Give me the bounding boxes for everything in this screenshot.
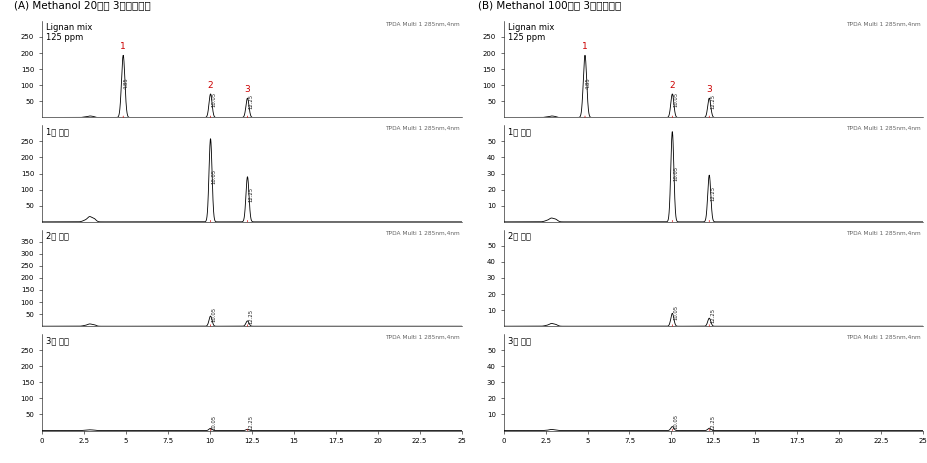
Text: 4.85: 4.85 xyxy=(124,78,129,89)
Text: 12.25: 12.25 xyxy=(248,309,253,324)
Text: 3: 3 xyxy=(245,85,250,94)
Text: 12.25: 12.25 xyxy=(709,186,715,201)
Text: 10.05: 10.05 xyxy=(672,166,678,181)
Text: 10.05: 10.05 xyxy=(672,305,678,320)
Text: 1: 1 xyxy=(121,43,126,51)
Text: Lignan mix
125 ppm: Lignan mix 125 ppm xyxy=(507,23,553,42)
Text: (A) Methanol 20배수 3회연속추출: (A) Methanol 20배수 3회연속추출 xyxy=(14,0,150,10)
Text: Lignan mix
125 ppm: Lignan mix 125 ppm xyxy=(46,23,92,42)
Text: 10.05: 10.05 xyxy=(211,169,216,184)
Text: 12.25: 12.25 xyxy=(248,187,253,201)
Text: 12.25: 12.25 xyxy=(248,415,253,430)
Text: 12.25: 12.25 xyxy=(248,94,253,109)
Text: 12.25: 12.25 xyxy=(709,307,715,323)
Text: TPDA Multi 1 285nm,4nm: TPDA Multi 1 285nm,4nm xyxy=(845,335,921,340)
Text: 10.05: 10.05 xyxy=(672,413,678,429)
Text: 10.05: 10.05 xyxy=(672,92,678,107)
Text: TPDA Multi 1 285nm,4nm: TPDA Multi 1 285nm,4nm xyxy=(385,22,459,27)
Text: 4.85: 4.85 xyxy=(585,78,590,89)
Text: TPDA Multi 1 285nm,4nm: TPDA Multi 1 285nm,4nm xyxy=(845,22,921,27)
Text: TPDA Multi 1 285nm,4nm: TPDA Multi 1 285nm,4nm xyxy=(845,231,921,236)
Text: TPDA Multi 1 285nm,4nm: TPDA Multi 1 285nm,4nm xyxy=(385,335,459,340)
Text: 3회 추출: 3회 추출 xyxy=(46,336,69,345)
Text: 2회 추출: 2회 추출 xyxy=(507,232,530,240)
Text: 12.25: 12.25 xyxy=(709,414,715,430)
Text: 12.25: 12.25 xyxy=(709,94,715,109)
Text: 2회 추출: 2회 추출 xyxy=(46,232,69,240)
Text: 10.05: 10.05 xyxy=(211,92,216,107)
Text: 10.05: 10.05 xyxy=(211,307,216,322)
Text: 1회 추출: 1회 추출 xyxy=(46,127,69,136)
Text: 10.05: 10.05 xyxy=(211,414,216,430)
Text: 2: 2 xyxy=(208,81,213,90)
Text: TPDA Multi 1 285nm,4nm: TPDA Multi 1 285nm,4nm xyxy=(385,126,459,131)
Text: 3: 3 xyxy=(705,85,711,94)
Text: TPDA Multi 1 285nm,4nm: TPDA Multi 1 285nm,4nm xyxy=(845,126,921,131)
Text: 1: 1 xyxy=(581,43,587,51)
Text: 1회 추출: 1회 추출 xyxy=(507,127,530,136)
Text: (B) Methanol 100배수 3회연속추출: (B) Methanol 100배수 3회연속추출 xyxy=(477,0,620,10)
Text: TPDA Multi 1 285nm,4nm: TPDA Multi 1 285nm,4nm xyxy=(385,231,459,236)
Text: 2: 2 xyxy=(668,81,675,90)
Text: 3회 추출: 3회 추출 xyxy=(507,336,530,345)
